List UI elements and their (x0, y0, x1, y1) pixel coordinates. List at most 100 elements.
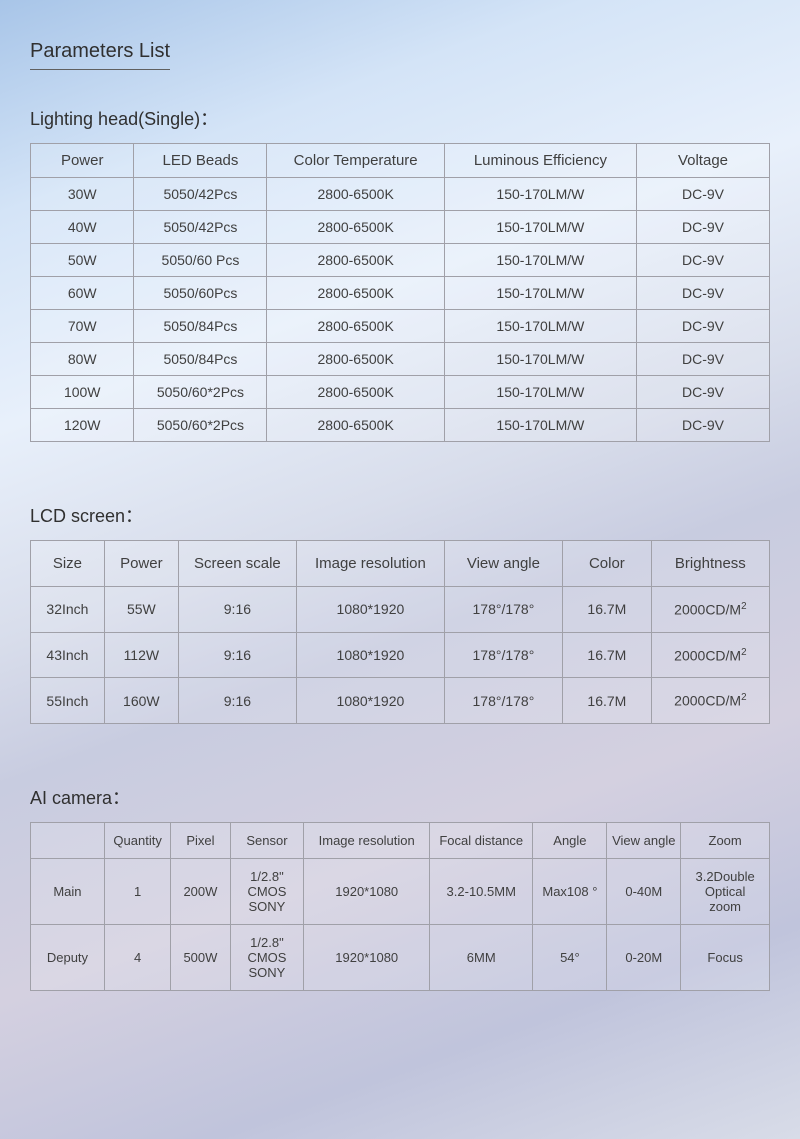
table-cell: DC-9V (636, 409, 769, 442)
page-title: Parameters List (30, 40, 170, 70)
column-header: Power (31, 144, 134, 178)
table-cell: 9:16 (178, 678, 296, 724)
table-cell: 2800-6500K (267, 244, 444, 277)
table-cell: 150-170LM/W (444, 409, 636, 442)
table-cell: 3.2DoubleOpticalzoom (681, 858, 770, 924)
table-cell: 55Inch (31, 678, 105, 724)
table-cell: Focus (681, 924, 770, 990)
table-cell: 100W (31, 376, 134, 409)
table-cell: 55W (104, 587, 178, 633)
lighting-section: Lighting head(Single)： PowerLED BeadsCol… (30, 105, 770, 442)
table-cell: 43Inch (31, 632, 105, 678)
table-cell: DC-9V (636, 343, 769, 376)
table-cell: 30W (31, 178, 134, 211)
lcd-title: LCD screen： (30, 502, 770, 528)
table-row: 120W5050/60*2Pcs2800-6500K150-170LM/WDC-… (31, 409, 770, 442)
table-cell: 2800-6500K (267, 409, 444, 442)
table-cell: 5050/60*2Pcs (134, 409, 267, 442)
table-row: 70W5050/84Pcs2800-6500K150-170LM/WDC-9V (31, 310, 770, 343)
table-row: 80W5050/84Pcs2800-6500K150-170LM/WDC-9V (31, 343, 770, 376)
table-cell: 1080*1920 (297, 587, 445, 633)
table-cell: 1080*1920 (297, 678, 445, 724)
column-header: Pixel (171, 822, 230, 858)
table-cell: 16.7M (563, 678, 652, 724)
column-header: Sensor (230, 822, 304, 858)
table-cell: 1/2.8"CMOSSONY (230, 858, 304, 924)
column-header: Image resolution (297, 541, 445, 587)
table-row: 60W5050/60Pcs2800-6500K150-170LM/WDC-9V (31, 277, 770, 310)
lcd-section: LCD screen： SizePowerScreen scaleImage r… (30, 502, 770, 724)
column-header: Screen scale (178, 541, 296, 587)
column-header: Voltage (636, 144, 769, 178)
lighting-table: PowerLED BeadsColor TemperatureLuminous … (30, 143, 770, 442)
table-cell: 2000CD/M2 (651, 587, 769, 633)
table-cell: 0-20M (607, 924, 681, 990)
table-cell: DC-9V (636, 244, 769, 277)
table-cell: 150-170LM/W (444, 211, 636, 244)
table-cell: 80W (31, 343, 134, 376)
table-cell: 32Inch (31, 587, 105, 633)
table-cell: 178°/178° (444, 587, 562, 633)
table-cell: 5050/60Pcs (134, 277, 267, 310)
table-row: 100W5050/60*2Pcs2800-6500K150-170LM/WDC-… (31, 376, 770, 409)
table-cell: 0-40M (607, 858, 681, 924)
table-cell: 9:16 (178, 632, 296, 678)
table-cell: 50W (31, 244, 134, 277)
table-cell: 2800-6500K (267, 211, 444, 244)
table-cell: 1 (104, 858, 171, 924)
table-cell: 178°/178° (444, 632, 562, 678)
column-header: View angle (444, 541, 562, 587)
table-cell: Deputy (31, 924, 105, 990)
table-cell: 16.7M (563, 587, 652, 633)
table-cell: 150-170LM/W (444, 376, 636, 409)
table-cell: 112W (104, 632, 178, 678)
table-cell: 2800-6500K (267, 310, 444, 343)
table-cell: 5050/60 Pcs (134, 244, 267, 277)
column-header: Luminous Efficiency (444, 144, 636, 178)
table-cell: DC-9V (636, 211, 769, 244)
table-cell: DC-9V (636, 178, 769, 211)
table-cell: 120W (31, 409, 134, 442)
table-cell: 5050/42Pcs (134, 211, 267, 244)
table-cell: DC-9V (636, 376, 769, 409)
column-header: Color Temperature (267, 144, 444, 178)
table-cell: 2800-6500K (267, 178, 444, 211)
table-cell: 5050/84Pcs (134, 343, 267, 376)
table-cell: 150-170LM/W (444, 244, 636, 277)
table-cell: 9:16 (178, 587, 296, 633)
lighting-title: Lighting head(Single)： (30, 105, 770, 131)
table-cell: DC-9V (636, 310, 769, 343)
table-cell: 4 (104, 924, 171, 990)
column-header: Quantity (104, 822, 171, 858)
table-cell: Max108 ° (533, 858, 607, 924)
column-header: Power (104, 541, 178, 587)
camera-title: AI camera： (30, 784, 770, 810)
table-cell: 3.2-10.5MM (430, 858, 533, 924)
table-cell: 150-170LM/W (444, 310, 636, 343)
table-row: 30W5050/42Pcs2800-6500K150-170LM/WDC-9V (31, 178, 770, 211)
column-header: Focal distance (430, 822, 533, 858)
camera-section: AI camera： QuantityPixelSensorImage reso… (30, 784, 770, 991)
lcd-table: SizePowerScreen scaleImage resolutionVie… (30, 540, 770, 724)
table-cell: 150-170LM/W (444, 178, 636, 211)
table-cell: 5050/84Pcs (134, 310, 267, 343)
table-cell: 6MM (430, 924, 533, 990)
table-cell: 150-170LM/W (444, 343, 636, 376)
table-cell: 2800-6500K (267, 376, 444, 409)
column-header: LED Beads (134, 144, 267, 178)
table-row: Deputy4500W1/2.8"CMOSSONY1920*10806MM54°… (31, 924, 770, 990)
table-cell: 2000CD/M2 (651, 678, 769, 724)
table-cell: 178°/178° (444, 678, 562, 724)
column-header: Size (31, 541, 105, 587)
table-cell: 1920*1080 (304, 924, 430, 990)
table-cell: 500W (171, 924, 230, 990)
table-cell: 2800-6500K (267, 343, 444, 376)
column-header: Zoom (681, 822, 770, 858)
column-header: Angle (533, 822, 607, 858)
table-cell: 60W (31, 277, 134, 310)
column-header: Image resolution (304, 822, 430, 858)
table-cell: 1080*1920 (297, 632, 445, 678)
column-header: Color (563, 541, 652, 587)
table-cell: 1/2.8"CMOSSONY (230, 924, 304, 990)
table-cell: 5050/60*2Pcs (134, 376, 267, 409)
